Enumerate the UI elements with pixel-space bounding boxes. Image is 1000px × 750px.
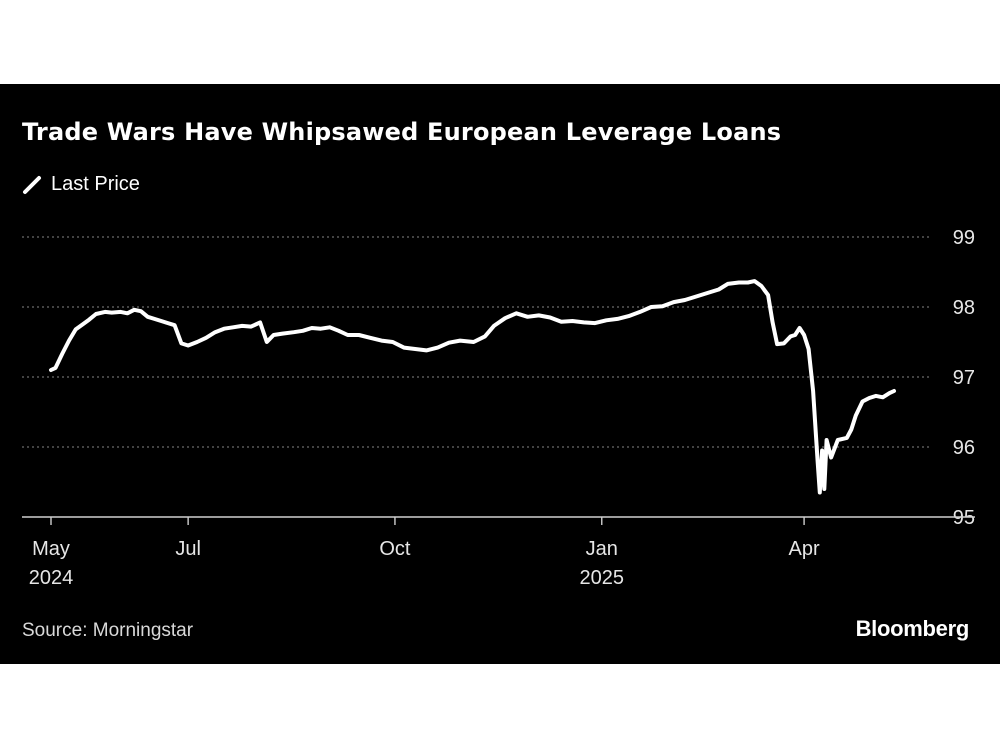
x-tick-label-jan: Jan [586,538,618,560]
series-line-last-price [51,281,894,492]
bloomberg-logo: Bloomberg [856,616,969,642]
x-tick-sublabel-2025: 2025 [580,567,625,589]
chart-card: Trade Wars Have Whipsawed European Lever… [0,84,1000,664]
y-tick-label-95: 95 [953,507,975,529]
y-tick-label-96: 96 [953,437,975,459]
x-tick-label-jul: Jul [175,538,201,560]
x-tick-label-apr: Apr [789,538,820,560]
y-tick-label-97: 97 [953,367,975,389]
y-tick-label-99: 99 [953,227,975,249]
x-tick-label-oct: Oct [379,538,411,560]
y-tick-label-98: 98 [953,297,975,319]
x-tick-sublabel-2024: 2024 [29,567,74,589]
source-note: Source: Morningstar [22,620,193,642]
line-chart: 95 96 97 98 99 May 2024 Jul Oct Jan 2025 Apr [0,84,1000,664]
x-tick-label-may: May [32,538,70,560]
